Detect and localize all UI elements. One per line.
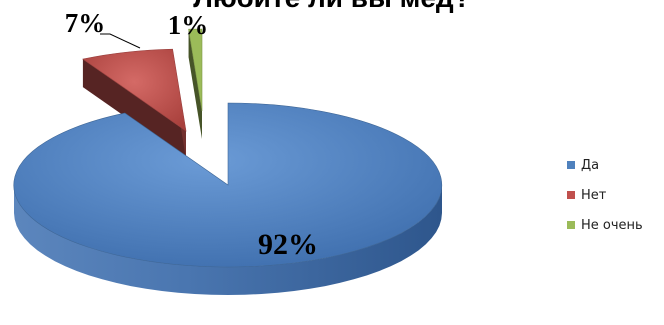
legend-label-net: Нет bbox=[581, 187, 607, 203]
legend-item-da: Да bbox=[567, 156, 643, 174]
data-label-ne-ochen: 1% bbox=[168, 10, 209, 40]
legend-label-da: Да bbox=[581, 157, 600, 173]
legend-swatch-net bbox=[567, 191, 575, 199]
legend-item-ne-ochen: Не очень bbox=[567, 216, 643, 234]
legend-swatch-da bbox=[567, 161, 575, 169]
chart-legend: Да Нет Не очень bbox=[567, 156, 643, 246]
pie-slice-ne-ochen bbox=[188, 28, 203, 140]
pie-cut-face-ne-ochen bbox=[188, 29, 202, 140]
legend-swatch-ne-ochen bbox=[567, 221, 575, 229]
data-label-da: 92% bbox=[258, 228, 318, 261]
pie-slice-net bbox=[82, 48, 187, 160]
pie-top-da bbox=[13, 102, 443, 268]
legend-label-ne-ochen: Не очень bbox=[581, 217, 643, 233]
chart-title: Любите ли вы мёд? bbox=[0, 0, 664, 14]
pie-top-ne-ochen bbox=[188, 28, 203, 112]
pie-top-net bbox=[82, 48, 187, 132]
legend-item-net: Нет bbox=[567, 186, 643, 204]
pie-slice-da bbox=[13, 102, 443, 295]
leader-line-net bbox=[100, 33, 141, 49]
data-label-net: 7% bbox=[65, 8, 106, 38]
pie-side-da bbox=[14, 185, 442, 295]
pie-cut-face-net bbox=[82, 59, 186, 159]
